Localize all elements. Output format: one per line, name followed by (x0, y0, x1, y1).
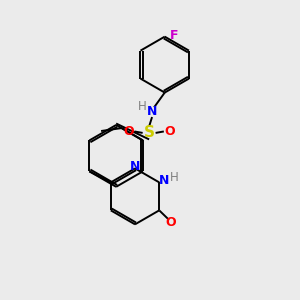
Text: N: N (147, 105, 157, 118)
Text: S: S (144, 125, 154, 140)
Text: O: O (165, 216, 176, 229)
Text: N: N (158, 174, 169, 188)
Text: O: O (164, 125, 175, 138)
Text: F: F (170, 29, 178, 42)
Text: N: N (130, 160, 140, 173)
Text: H: H (137, 100, 146, 113)
Text: O: O (123, 125, 134, 138)
Text: H: H (170, 171, 179, 184)
